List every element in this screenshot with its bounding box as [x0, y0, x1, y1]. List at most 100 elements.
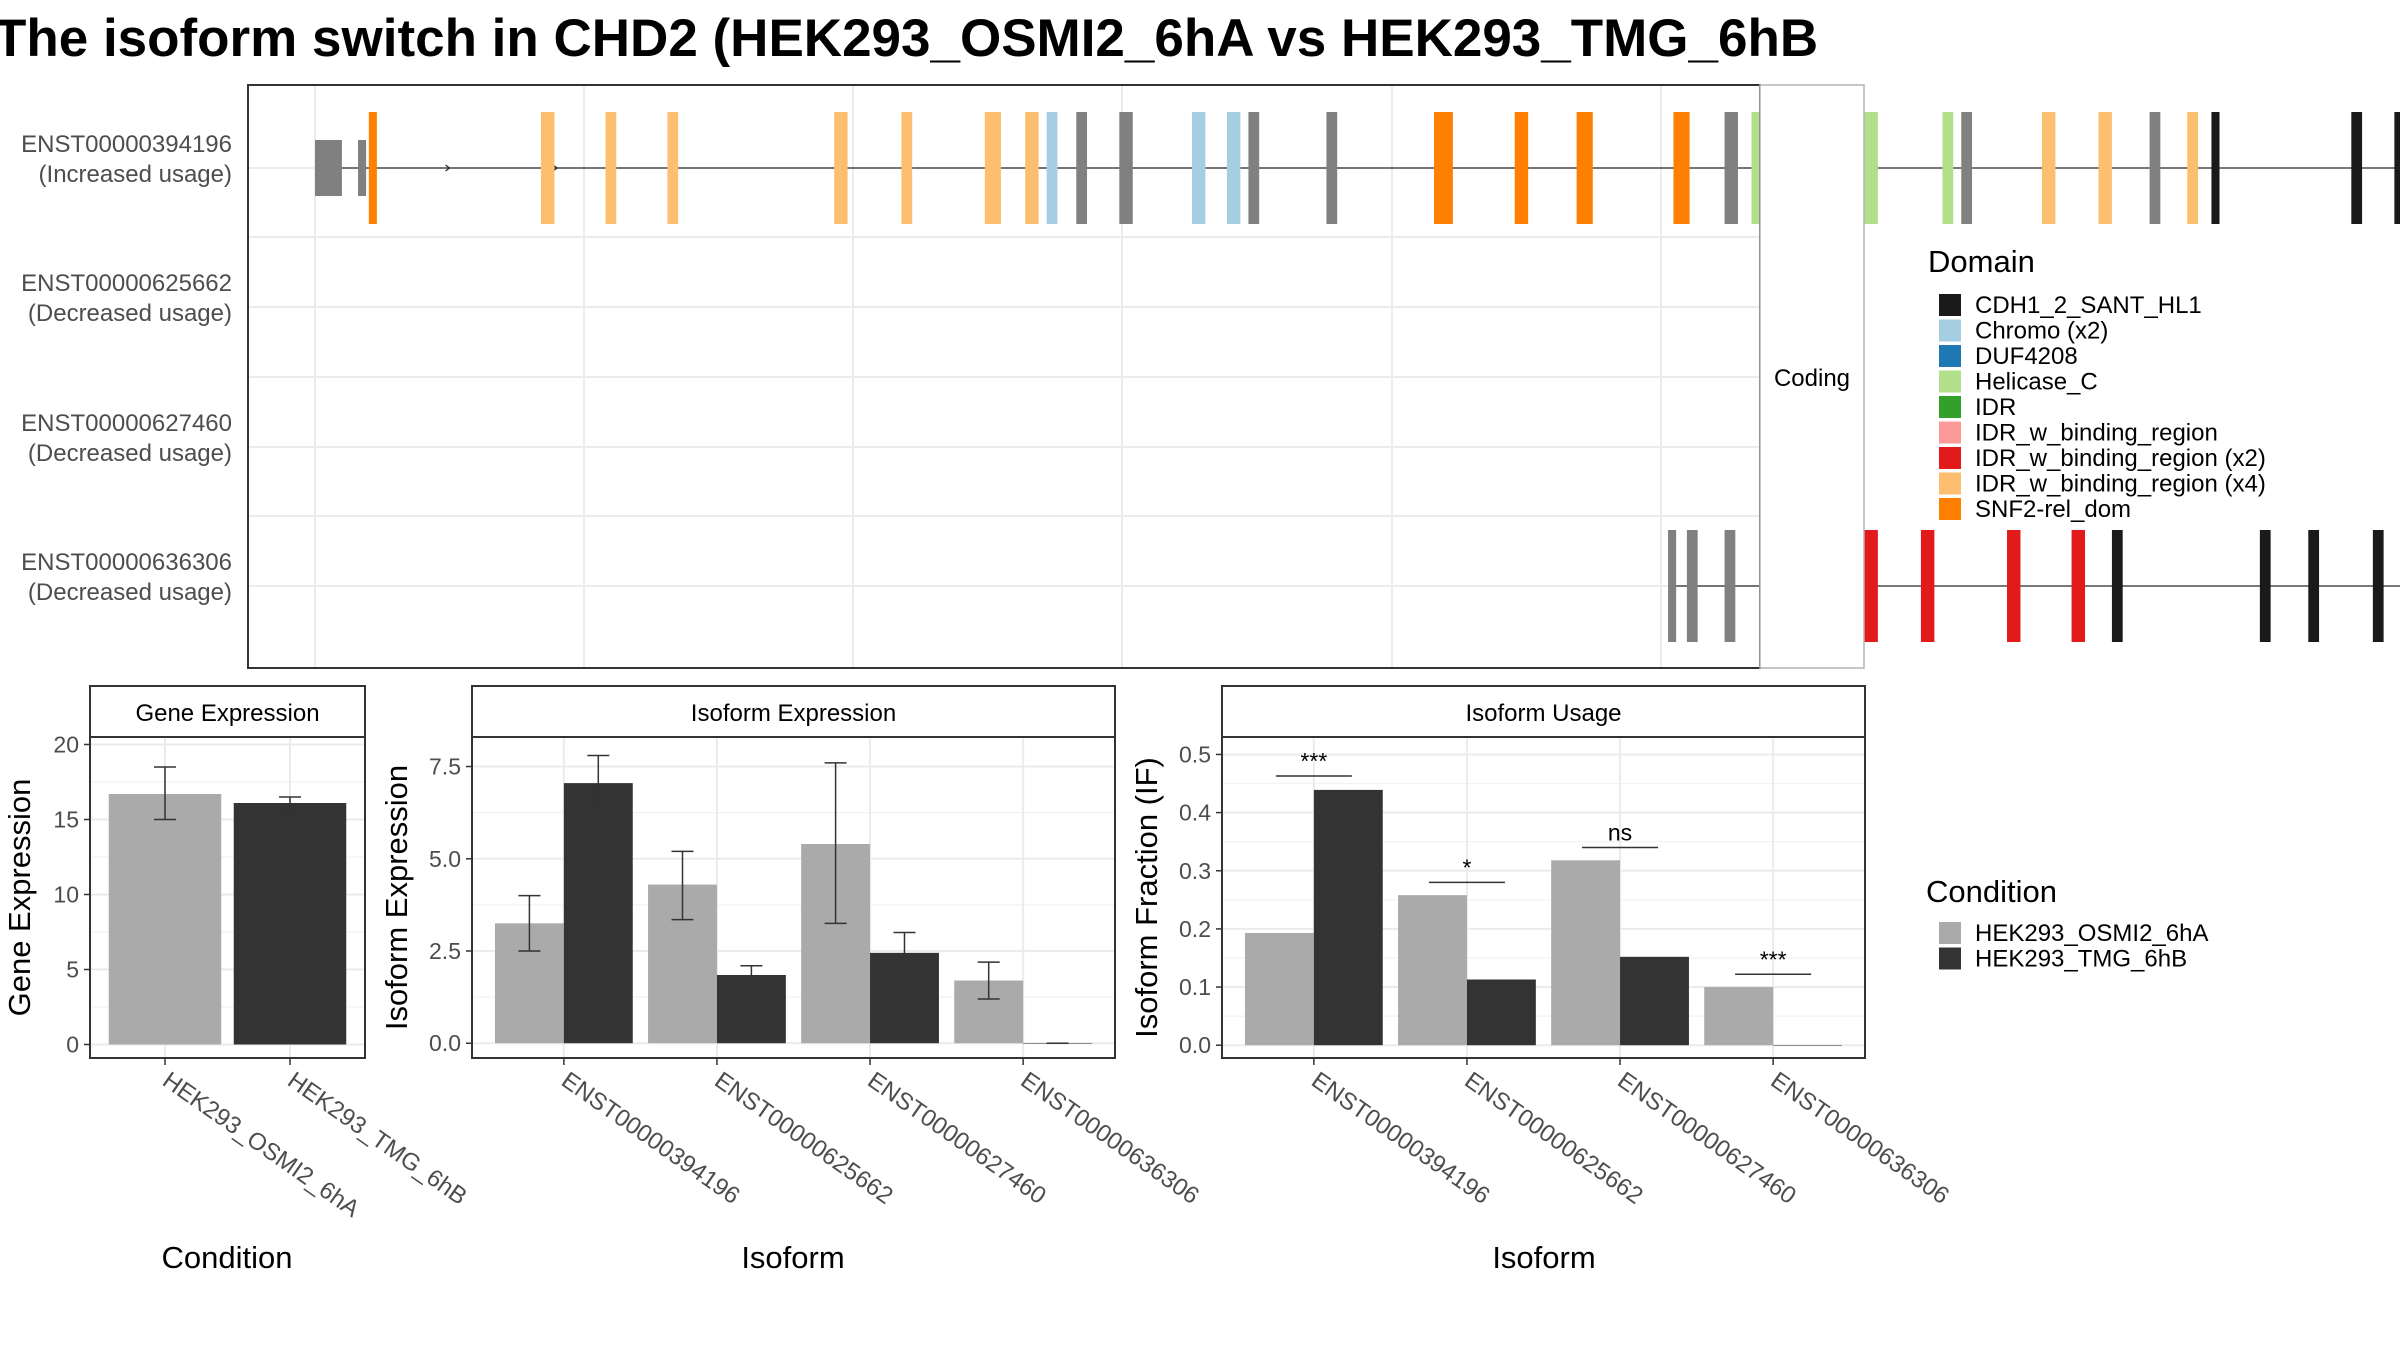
domain-legend-title: Domain [1928, 244, 2035, 279]
exon [1434, 112, 1453, 224]
domain-legend-key [1939, 370, 1961, 393]
exon [2007, 530, 2021, 642]
exon [2372, 530, 2384, 642]
condition-legend-key [1939, 922, 1961, 944]
panel-strip-title: Gene Expression [135, 700, 319, 727]
exon [2187, 112, 2198, 224]
bar [1551, 860, 1621, 1046]
exon [2071, 530, 2086, 642]
bar [716, 974, 786, 1044]
transcription-arrow [445, 164, 451, 172]
bar [1466, 979, 1536, 1046]
domain-legend-label: Helicase_C [1975, 369, 2098, 396]
exon [1668, 530, 1677, 642]
exon [2211, 112, 2220, 224]
exon [2308, 530, 2320, 642]
y-tick-label: 7.5 [429, 754, 461, 780]
y-tick-label: 0.0 [429, 1030, 461, 1056]
x-tick-label: HEK293_OSMI2_6hA [158, 1067, 365, 1223]
isoform-id-label: ENST00000627460 [21, 410, 232, 437]
y-tick-label: 10 [53, 882, 79, 908]
exon [1226, 112, 1241, 224]
exon [1673, 112, 1690, 224]
isoform-status-label: (Decreased usage) [28, 579, 232, 606]
exon [2259, 530, 2271, 642]
y-tick-label: 5 [66, 957, 79, 983]
condition-legend-label: HEK293_TMG_6hB [1975, 946, 2187, 973]
y-tick-label: 0.5 [1179, 741, 1211, 767]
domain-legend-key [1939, 421, 1961, 444]
facet-strip [1759, 84, 1865, 669]
isoform-status-label: (Decreased usage) [28, 440, 232, 467]
isoform-usage-panel: 0.00.10.20.30.40.5 ****ns***Isoform Usage… [1129, 685, 1954, 1275]
significance-label: ns [1608, 819, 1632, 845]
exon [1248, 112, 1260, 224]
condition-legend-key [1939, 947, 1961, 970]
bar [1398, 895, 1467, 1046]
isoform-structure-panel: ENST00000394196 (Increased usage) ENST0000… [21, 84, 2400, 669]
isoform-id-label: ENST00000636306 [21, 549, 232, 576]
y-tick-label: 5.0 [429, 846, 461, 872]
exon [1119, 112, 1133, 224]
y-axis-title: Isoform Expression [379, 765, 414, 1030]
y-tick-label: 2.5 [429, 938, 461, 964]
exon [368, 112, 377, 224]
isoform-id-label: ENST00000394196 [21, 131, 232, 158]
exon [1025, 112, 1039, 224]
transcription-arrow [552, 164, 559, 172]
exon [315, 140, 342, 196]
exon [1576, 112, 1593, 224]
domain-legend-label: IDR_w_binding_region (x4) [1975, 471, 2266, 498]
exon [2394, 112, 2400, 224]
bar [1704, 987, 1774, 1046]
exon [1514, 112, 1529, 224]
domain-legend-key [1939, 472, 1961, 495]
y-tick-label: 15 [53, 807, 79, 833]
exon [1961, 112, 1973, 224]
bar [233, 803, 347, 1045]
significance-label: *** [1300, 748, 1327, 774]
plot-title: The isoform switch in CHD2 (HEK293_OSMI2… [0, 9, 1818, 68]
bar [563, 783, 633, 1044]
exon [2041, 112, 2056, 224]
x-axis-title: Condition [162, 1240, 293, 1275]
y-axis-title: Gene Expression [2, 779, 37, 1017]
facet-strip-label: Coding [1774, 365, 1850, 392]
domain-legend-label: CDH1_2_SANT_HL1 [1975, 292, 2202, 319]
exon [2098, 112, 2112, 224]
y-tick-label: 0.2 [1179, 916, 1211, 942]
y-tick-label: 0.0 [1179, 1032, 1211, 1058]
exon [667, 112, 679, 224]
isoform-id-label: ENST00000625662 [21, 270, 232, 297]
exon [834, 112, 848, 224]
exon [1864, 530, 1878, 642]
exon [1920, 530, 1935, 642]
exon [1864, 112, 1878, 224]
condition-legend-title: Condition [1926, 874, 2057, 909]
exon [1686, 530, 1698, 642]
domain-legend-label: IDR_w_binding_region [1975, 420, 2218, 447]
condition-legend-label: HEK293_OSMI2_6hA [1975, 920, 2208, 947]
exon [358, 140, 367, 196]
domain-legend-key [1939, 319, 1961, 342]
panel-strip-title: Isoform Expression [691, 700, 896, 727]
bar [1244, 932, 1314, 1046]
exon [901, 112, 913, 224]
domain-legend-key [1939, 447, 1961, 469]
isoform-status-label: (Increased usage) [39, 161, 232, 188]
domain-legend-key [1939, 345, 1961, 367]
y-tick-label: 0.4 [1179, 800, 1211, 826]
exon [1076, 112, 1088, 224]
significance-label: *** [1760, 946, 1787, 972]
exon [2351, 112, 2363, 224]
domain-legend-label: IDR [1975, 394, 2016, 421]
domain-legend-label: Chromo (x2) [1975, 318, 2108, 345]
y-axis-title: Isoform Fraction (IF) [1129, 757, 1164, 1038]
domain-legend-key [1939, 396, 1961, 418]
domain-legend-key [1939, 294, 1961, 316]
domain-legend-label: DUF4208 [1975, 343, 2078, 370]
x-axis-title: Isoform [741, 1240, 844, 1275]
